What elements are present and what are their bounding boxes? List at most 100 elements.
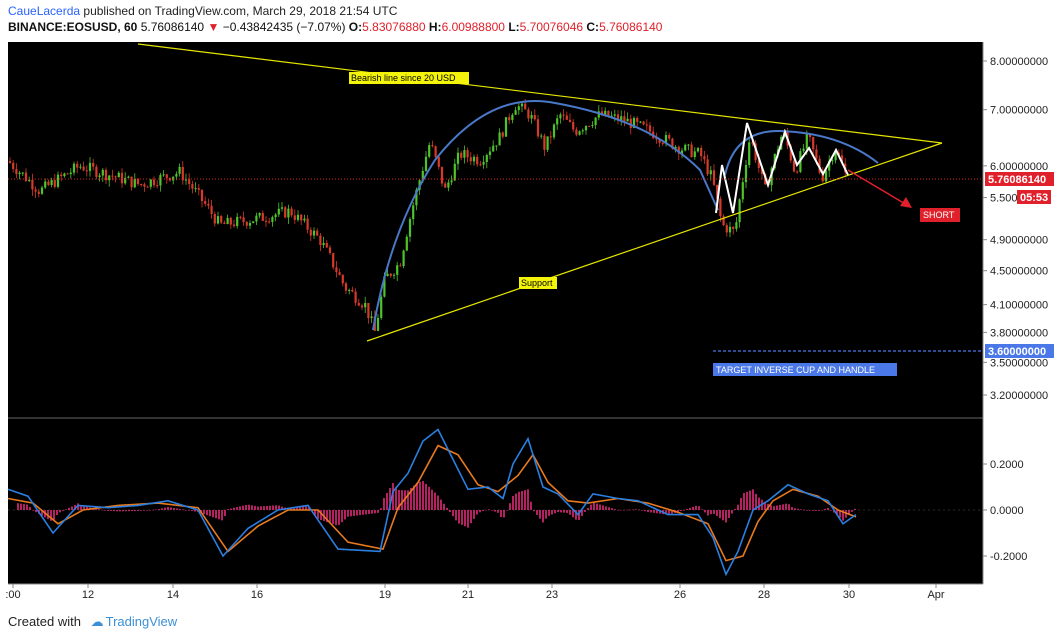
histogram-bar: [335, 510, 337, 526]
candle-body: [143, 184, 146, 187]
candle-body: [405, 236, 408, 251]
histogram-bar: [290, 508, 292, 510]
histogram-bar: [608, 507, 610, 510]
histogram-bar: [314, 510, 316, 516]
histogram-bar: [728, 510, 730, 518]
candle-body: [236, 216, 239, 227]
candle-body: [412, 205, 415, 220]
symbol-label: BINANCE:EOSUSD, 60: [8, 20, 138, 34]
histogram-bar: [806, 510, 808, 511]
histogram-bar: [824, 508, 826, 510]
price-tick-label: 4.50000000: [990, 266, 1048, 278]
candle-body: [501, 132, 504, 137]
histogram-bar: [176, 508, 178, 510]
candle-body: [242, 217, 245, 222]
candle-body: [648, 125, 652, 132]
price-tick-label: 7.00000000: [990, 105, 1048, 117]
candle-body: [82, 166, 85, 171]
publish-info: CaueLacerda published on TradingView.com…: [8, 4, 397, 18]
histogram-bar: [278, 505, 280, 510]
candle-body: [69, 172, 72, 175]
candle-body: [12, 162, 15, 170]
candle-body: [636, 118, 639, 122]
inverse-cup-curve[interactable]: [372, 99, 719, 331]
resistance-trendline[interactable]: [137, 43, 943, 144]
histogram-bar: [773, 506, 775, 510]
candle-body: [396, 265, 399, 275]
candle-body: [389, 273, 392, 276]
histogram-bar: [836, 510, 838, 515]
histogram-bar: [473, 510, 475, 519]
histogram-bar: [713, 510, 715, 514]
candle-body: [114, 176, 117, 178]
candle-body: [616, 114, 620, 121]
histogram-bar: [119, 510, 121, 512]
candle-body: [610, 115, 613, 117]
candle-body: [693, 151, 696, 157]
candle-body: [95, 166, 98, 178]
candle-body: [101, 169, 104, 176]
candle-body: [261, 213, 264, 221]
candle-body: [725, 225, 728, 233]
candle-body: [56, 174, 60, 187]
histogram-bar: [641, 510, 643, 511]
current-price-badge-text: 5.76086140: [988, 174, 1046, 186]
candle-body: [805, 133, 808, 149]
publish-text: published on TradingView.com, March 29, …: [83, 4, 398, 18]
zigzag-pattern: [715, 122, 849, 214]
histogram-bar: [233, 507, 235, 510]
histogram-bar: [725, 510, 727, 523]
candle-body: [757, 160, 760, 168]
author-link[interactable]: CaueLacerda: [8, 4, 81, 18]
last-price: 5.76086140: [140, 20, 205, 34]
histogram-bar: [461, 510, 463, 525]
support-trendline[interactable]: [366, 142, 943, 342]
histogram-bar: [794, 508, 796, 510]
candle-body: [808, 133, 812, 138]
candle-body: [124, 177, 127, 184]
candle-body: [709, 170, 712, 175]
candle-body: [252, 221, 255, 223]
histogram-bar: [149, 510, 151, 511]
candle-body: [796, 171, 799, 173]
histogram-bar: [266, 505, 268, 510]
histogram-bar: [563, 510, 565, 513]
histogram-bar: [350, 510, 352, 517]
histogram-bar: [830, 510, 832, 511]
candle-body: [31, 179, 34, 190]
histogram-bar: [431, 489, 433, 510]
candle-body: [421, 170, 424, 181]
macd-line: [7, 428, 857, 577]
candle-body: [546, 136, 549, 150]
histogram-bar: [458, 510, 460, 524]
histogram-bar: [554, 510, 556, 514]
candle-body: [716, 184, 719, 199]
histogram-bar: [506, 510, 508, 511]
histogram-bar: [710, 510, 712, 515]
candle-body: [517, 106, 520, 111]
tradingview-brand[interactable]: TradingView: [105, 614, 178, 629]
candle-body: [165, 174, 168, 178]
low-label: L:: [508, 20, 520, 34]
histogram-bar: [104, 510, 106, 511]
candle-body: [159, 175, 162, 186]
price-tick-label: 3.20000000: [990, 390, 1048, 402]
histogram-bar: [41, 510, 43, 516]
handle-curve[interactable]: [724, 129, 879, 176]
histogram-bar: [353, 510, 355, 516]
candle-body: [383, 276, 386, 297]
candle-body: [658, 139, 661, 143]
candle-body: [28, 179, 31, 181]
countdown-badge-text: 05:53: [1020, 192, 1048, 204]
histogram-bar: [74, 504, 76, 510]
histogram-bar: [308, 507, 310, 510]
candle-body: [527, 109, 530, 119]
candle-body: [530, 115, 533, 119]
candle-body: [290, 208, 293, 216]
candle-body: [485, 155, 488, 162]
histogram-bar: [236, 507, 238, 510]
histogram-bar: [17, 503, 19, 510]
candle-body: [508, 117, 511, 121]
tradingview-logo-icon[interactable]: ☁: [90, 614, 104, 629]
